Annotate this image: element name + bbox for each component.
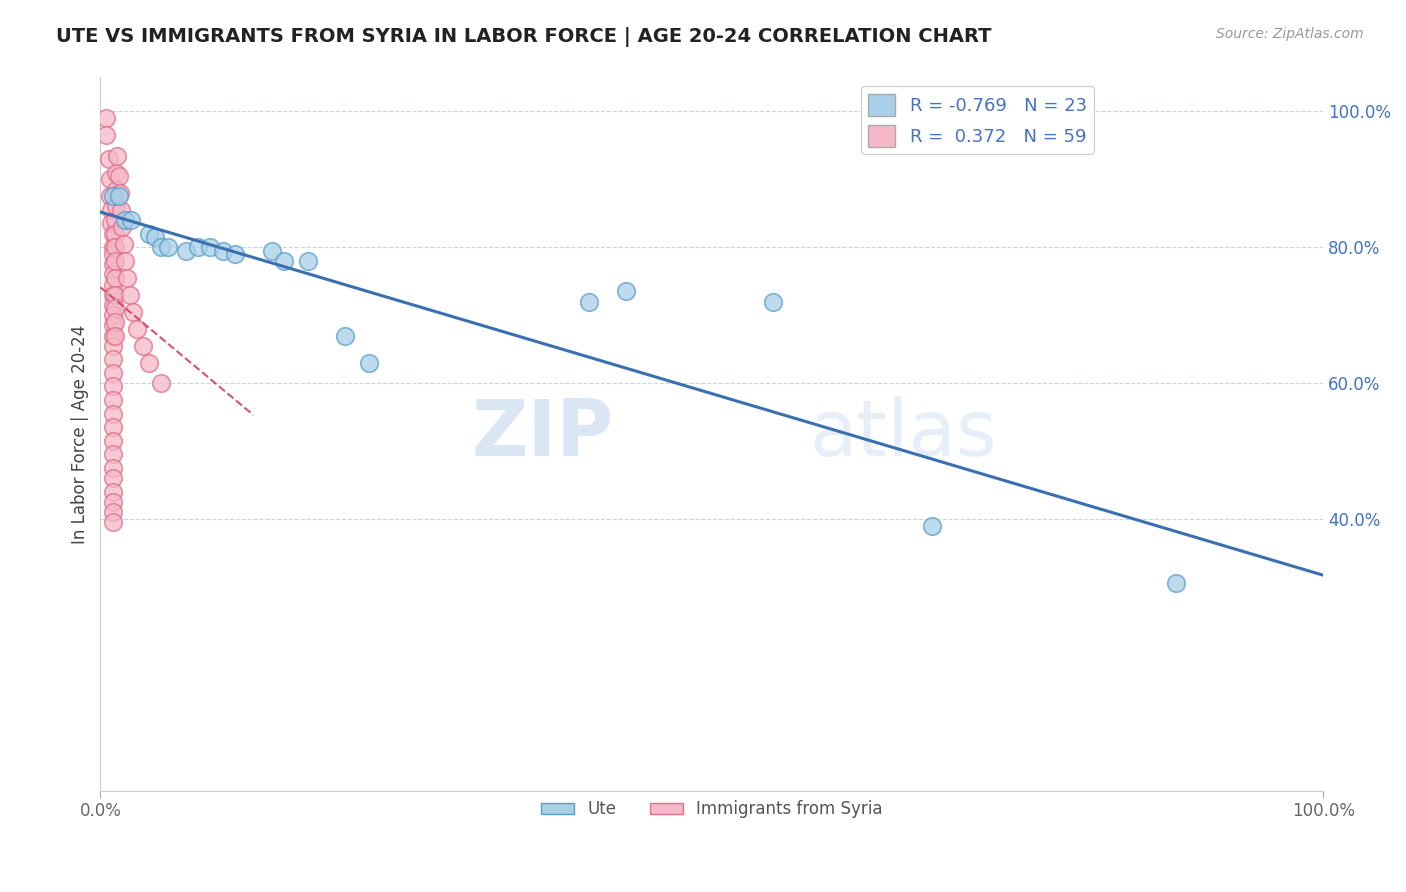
Point — [108, 186, 131, 200]
Point — [96, 128, 118, 143]
Point — [104, 253, 127, 268]
Point — [359, 356, 381, 370]
Point — [101, 434, 124, 448]
Point — [98, 189, 121, 203]
Point — [104, 287, 127, 301]
Point — [211, 244, 233, 258]
Point — [101, 407, 124, 421]
Point — [104, 270, 127, 285]
Point — [122, 305, 145, 319]
Point — [132, 339, 155, 353]
Point — [101, 189, 124, 203]
Point — [921, 518, 943, 533]
Point — [105, 199, 128, 213]
Point — [101, 227, 124, 241]
Point — [118, 287, 141, 301]
Point — [101, 277, 124, 292]
Point — [101, 328, 124, 343]
Point — [98, 172, 121, 186]
Point — [101, 339, 124, 353]
Point — [101, 379, 124, 393]
Text: UTE VS IMMIGRANTS FROM SYRIA IN LABOR FORCE | AGE 20-24 CORRELATION CHART: UTE VS IMMIGRANTS FROM SYRIA IN LABOR FO… — [56, 27, 991, 46]
Point — [762, 294, 785, 309]
Point — [107, 148, 129, 162]
Point — [125, 322, 148, 336]
Point — [101, 420, 124, 434]
Point — [105, 165, 128, 179]
Point — [101, 461, 124, 475]
Point — [138, 356, 160, 370]
Point — [101, 308, 124, 322]
Point — [100, 217, 122, 231]
Y-axis label: In Labor Force | Age 20-24: In Labor Force | Age 20-24 — [72, 325, 89, 543]
Text: Source: ZipAtlas.com: Source: ZipAtlas.com — [1216, 27, 1364, 41]
Point — [150, 240, 173, 254]
Point — [101, 257, 124, 271]
Point — [101, 484, 124, 499]
Point — [101, 495, 124, 509]
Point — [101, 352, 124, 367]
Point — [101, 298, 124, 312]
Point — [100, 202, 122, 217]
Point — [101, 392, 124, 407]
Point — [120, 213, 142, 227]
Point — [150, 376, 173, 390]
Point — [107, 169, 129, 183]
Point — [97, 152, 120, 166]
Point — [101, 247, 124, 261]
Point — [200, 240, 222, 254]
Point — [105, 182, 128, 196]
Point — [111, 219, 134, 234]
Point — [101, 516, 124, 530]
Point — [104, 301, 127, 316]
Point — [114, 253, 136, 268]
Point — [101, 471, 124, 485]
Point — [101, 240, 124, 254]
Point — [104, 227, 127, 241]
Point — [104, 328, 127, 343]
Point — [110, 202, 132, 217]
Point — [138, 227, 160, 241]
Point — [101, 447, 124, 461]
Point — [101, 505, 124, 519]
Point — [96, 112, 118, 126]
Text: atlas: atlas — [810, 396, 997, 472]
Point — [156, 240, 179, 254]
Point — [1166, 576, 1188, 591]
Point — [101, 268, 124, 282]
Point — [104, 240, 127, 254]
Text: ZIP: ZIP — [471, 396, 614, 472]
Point — [187, 240, 209, 254]
Point — [260, 244, 283, 258]
Point — [297, 253, 319, 268]
Point — [101, 318, 124, 333]
Point — [107, 189, 129, 203]
Point — [104, 213, 127, 227]
Point — [101, 287, 124, 301]
Point — [104, 315, 127, 329]
Point — [101, 366, 124, 380]
Point — [174, 244, 197, 258]
Point — [112, 236, 135, 251]
Point — [224, 247, 246, 261]
Point — [614, 285, 637, 299]
Point — [114, 213, 136, 227]
Point — [578, 294, 600, 309]
Legend: Ute, Immigrants from Syria: Ute, Immigrants from Syria — [534, 794, 890, 825]
Point — [273, 253, 295, 268]
Point — [145, 230, 167, 244]
Point — [333, 328, 356, 343]
Point — [117, 270, 139, 285]
